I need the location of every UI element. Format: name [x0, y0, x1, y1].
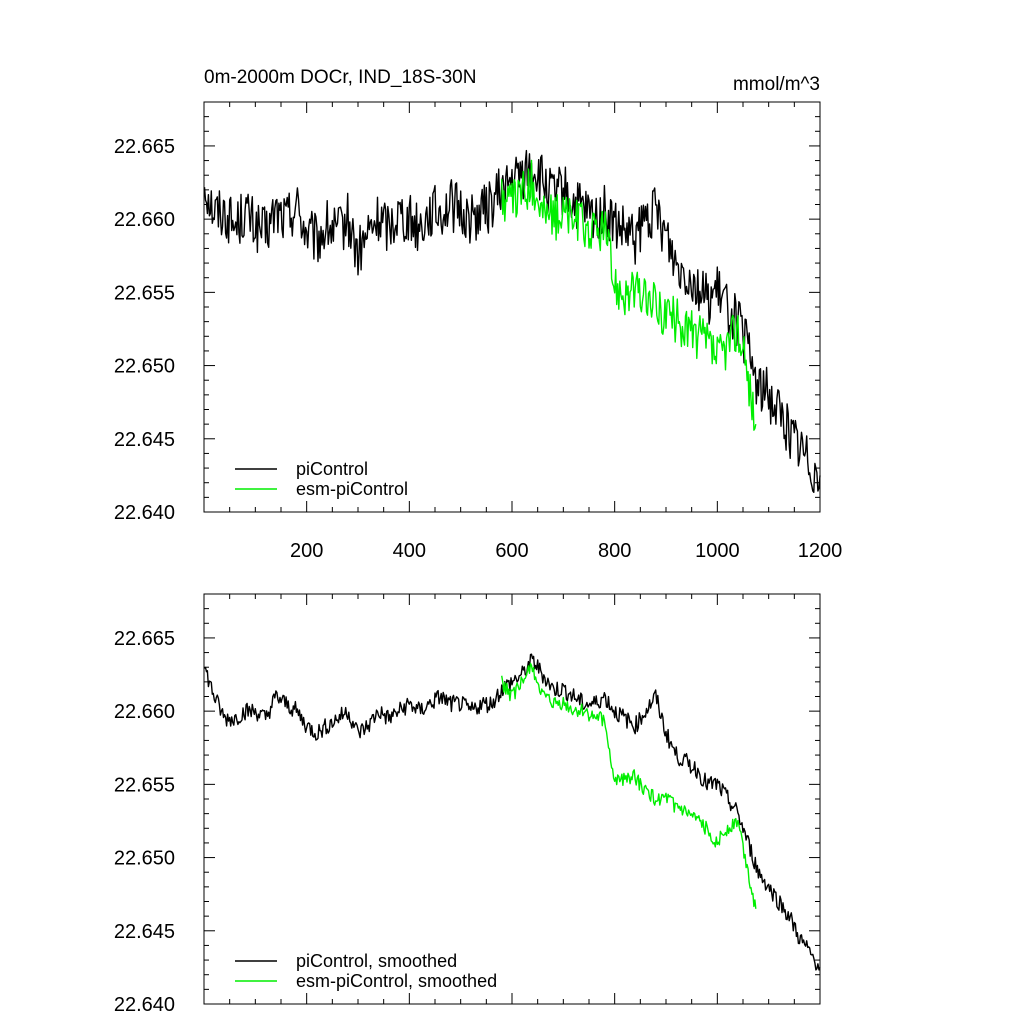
series-line-esm	[501, 159, 757, 431]
series-line-pi	[203, 149, 821, 493]
x-tick-label: 1000	[695, 540, 740, 562]
y-tick-label: 22.645	[114, 921, 175, 943]
legend-label-pi: piControl	[296, 459, 368, 479]
units-label: mmol/m^3	[733, 74, 820, 95]
y-tick-label: 22.660	[114, 701, 175, 723]
x-tick-label: 800	[598, 540, 631, 562]
legend-label-pi: piControl, smoothed	[296, 951, 457, 971]
legend-label-esm: esm-piControl	[296, 479, 408, 499]
y-tick-label: 22.655	[114, 282, 175, 304]
y-tick-label: 22.665	[114, 136, 175, 158]
y-tick-label: 22.640	[114, 502, 175, 524]
x-tick-label: 400	[393, 540, 426, 562]
x-tick-label: 200	[290, 540, 323, 562]
y-tick-label: 22.660	[114, 209, 175, 231]
y-tick-label: 22.640	[114, 994, 175, 1016]
series-line-pi	[204, 653, 821, 971]
panel-raw: 200 400 600 800 1000 1200 22.640 22.645 22.650 22…	[114, 101, 843, 562]
y-tick-label: 22.650	[114, 356, 175, 378]
y-tick-label: 22.665	[114, 628, 175, 650]
chart-title: 0m-2000m DOCr, IND_18S-30N	[204, 67, 476, 88]
y-tick-label: 22.645	[114, 429, 175, 451]
x-tick-label: 1200	[798, 540, 843, 562]
y-tick-label: 22.650	[114, 848, 175, 870]
y-tick-label: 22.655	[114, 774, 175, 796]
x-tick-label: 600	[495, 540, 528, 562]
panel-smoothed: 22.640 22.645 22.650 22.655 22.660 22.665 piCo…	[114, 593, 821, 1016]
legend-label-esm: esm-piControl, smoothed	[296, 971, 497, 991]
series-line-esm	[501, 662, 757, 909]
